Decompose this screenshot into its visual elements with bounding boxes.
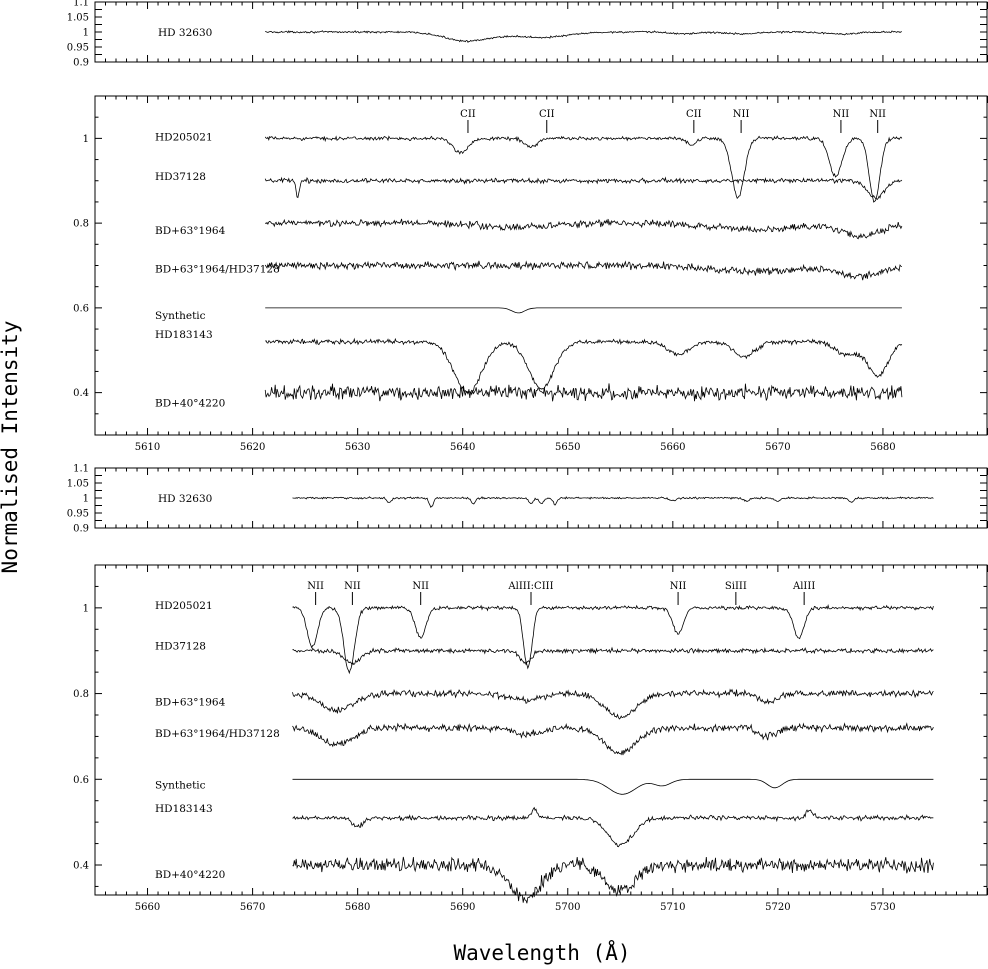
spectrum-line: [265, 30, 903, 43]
spectrum-line: [265, 337, 903, 394]
y-tick-label: 1.05: [67, 13, 89, 24]
panel-ref-top: 1.1 1.05 1 0.95 0.9 HD 32630: [67, 0, 988, 69]
x-tick-label: 5690: [450, 902, 475, 913]
x-tick-label: 5640: [450, 442, 475, 453]
line-id-label: SiIII: [725, 581, 747, 592]
x-tick-label: 5650: [555, 442, 580, 453]
panel-main-bottom: 5660 5670 5680 5690 5700 5710 5720 5730 1 0.8 0.6 0…: [73, 564, 988, 913]
series-label: BD+40°4220: [155, 869, 225, 881]
line-id-label: NII: [307, 581, 324, 592]
series-label: BD+63°1964: [155, 697, 226, 709]
y-tick-label: 0.4: [73, 861, 89, 872]
spectrum-line: [264, 135, 903, 203]
y-tick-label: 1: [83, 494, 89, 505]
y-tick-label: 0.8: [73, 689, 89, 700]
spectrum-line: [265, 307, 902, 314]
line-id-label: NII: [833, 109, 850, 120]
line-id-label: NII: [344, 581, 361, 592]
x-tick-label: 5680: [345, 902, 370, 913]
x-tick-label: 5610: [135, 442, 160, 453]
spectrum-line: [292, 496, 934, 508]
y-tick-label: 0.4: [73, 388, 89, 399]
x-tick-label: 5620: [240, 442, 265, 453]
spectrum-line: [264, 176, 903, 200]
y-axis-label: Normalised Intensity: [0, 321, 22, 574]
y-tick-label: 0.95: [67, 509, 89, 520]
spectrum-line: [292, 856, 934, 904]
series-label: Synthetic: [155, 310, 206, 322]
spectrum-line: [264, 383, 903, 402]
series-label: HD205021: [155, 131, 213, 143]
spectrum-line: [292, 806, 934, 848]
y-tick-label: 1.1: [73, 0, 89, 9]
series-label: HD205021: [155, 600, 213, 612]
spectrum-line: [292, 688, 934, 720]
y-tick-label: 1: [83, 134, 89, 145]
x-tick-label: 5660: [660, 442, 685, 453]
series-label: HD183143: [155, 329, 213, 341]
y-tick-label: 1.05: [67, 479, 89, 490]
series-label: HD37128: [155, 171, 206, 183]
series-label: HD37128: [155, 641, 206, 653]
x-tick-label: 5680: [870, 442, 895, 453]
line-id-label: NII: [670, 581, 687, 592]
spectrum-line: [264, 260, 903, 281]
line-id-label: NII: [869, 109, 886, 120]
spectrum-line: [292, 722, 934, 756]
line-id-label: CII: [686, 109, 702, 120]
panel-frame: [94, 564, 988, 896]
x-tick-label: 5720: [765, 902, 790, 913]
series-label: HD183143: [155, 803, 213, 815]
series-label: BD+63°1964/HD37128: [155, 728, 280, 740]
y-tick-label: 0.9: [73, 524, 89, 535]
x-tick-label: 5630: [345, 442, 370, 453]
panel-main-top: 5610 5620 5630 5640 5650 5660 5670 5680 1 0.8 0.6 0…: [73, 95, 988, 453]
spectrum-line: [292, 604, 934, 675]
spectrum-line: [292, 646, 934, 666]
line-id-label: AlIII:CIII: [507, 581, 553, 592]
panel-ref-bottom: 1.1 1.05 1 0.95 0.9 HD 32630: [67, 464, 988, 535]
series-label: BD+40°4220: [155, 398, 225, 410]
series-label: Synthetic: [155, 779, 206, 791]
panel-frame: [94, 1, 988, 63]
x-tick-label: 5670: [765, 442, 790, 453]
series-label: BD+63°1964/HD37128: [155, 264, 280, 276]
x-tick-label: 5710: [660, 902, 685, 913]
spectrum-line: [292, 778, 934, 795]
y-tick-label: 1: [83, 603, 89, 614]
y-tick-label: 0.8: [73, 219, 89, 230]
line-id-label: CII: [460, 109, 476, 120]
line-id-label: CII: [539, 109, 555, 120]
y-tick-label: 1: [83, 28, 89, 39]
y-tick-label: 1.1: [73, 464, 89, 475]
x-axis-label: Wavelength (Å): [453, 939, 630, 965]
x-tick-label: 5670: [240, 902, 265, 913]
x-tick-label: 5700: [555, 902, 580, 913]
y-tick-label: 0.95: [67, 43, 89, 54]
spectrum-line: [264, 218, 903, 240]
panel-frame: [94, 467, 988, 529]
line-id-label: NII: [412, 581, 429, 592]
y-tick-label: 0.6: [73, 775, 89, 786]
series-label: HD 32630: [158, 27, 212, 39]
line-id-label: NII: [733, 109, 750, 120]
y-tick-label: 0.9: [73, 58, 89, 69]
line-id-label: AlIII: [792, 581, 815, 592]
x-tick-label: 5730: [870, 902, 895, 913]
series-label: BD+63°1964: [155, 225, 226, 237]
series-label: HD 32630: [158, 493, 212, 505]
x-tick-label: 5660: [135, 902, 160, 913]
y-tick-label: 0.6: [73, 303, 89, 314]
